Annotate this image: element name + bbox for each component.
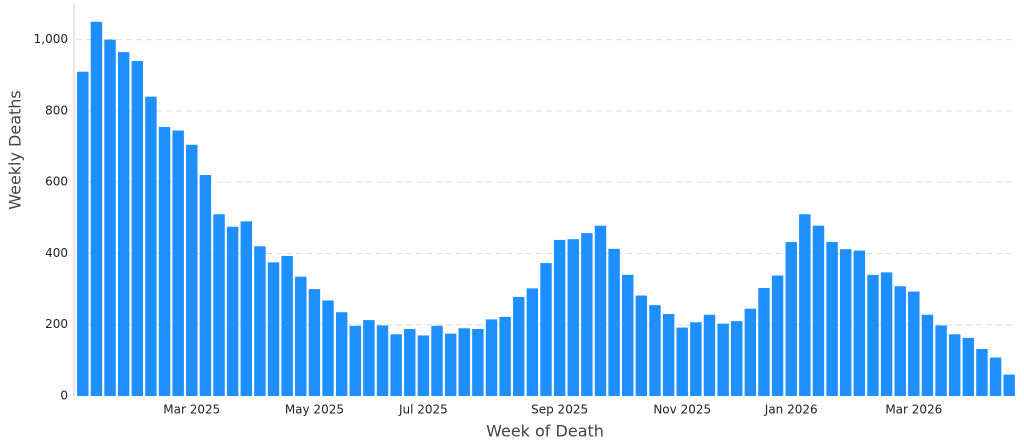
bar	[839, 249, 852, 396]
bar	[295, 276, 307, 396]
y-tick-label: 0	[60, 389, 68, 403]
x-tick-label: Mar 2025	[163, 403, 220, 417]
bar	[785, 242, 797, 396]
bar	[703, 314, 716, 396]
bar	[908, 291, 920, 396]
bar	[499, 316, 511, 396]
x-tick-label: Sep 2025	[531, 403, 588, 417]
bar	[880, 272, 893, 396]
bar	[608, 248, 620, 396]
bar	[744, 308, 757, 396]
x-tick-label: Jul 2025	[398, 403, 448, 417]
bar	[622, 274, 634, 396]
x-tick-label: Jan 2026	[764, 403, 818, 417]
bar	[363, 320, 375, 396]
bar	[472, 329, 484, 396]
bar	[962, 337, 975, 396]
bar	[894, 286, 906, 396]
bar	[513, 296, 525, 396]
bar	[676, 327, 688, 396]
bar	[485, 319, 498, 396]
bar	[199, 175, 212, 396]
bar	[853, 250, 866, 396]
bar	[104, 39, 116, 397]
bar	[158, 126, 171, 396]
bar	[322, 300, 334, 396]
bar	[226, 226, 239, 396]
bar	[172, 130, 184, 396]
bar	[335, 312, 348, 396]
bar	[281, 255, 293, 396]
bar	[186, 144, 198, 396]
bar	[771, 275, 784, 396]
bar	[213, 214, 225, 396]
x-tick-label: May 2025	[285, 403, 344, 417]
bar	[254, 246, 266, 396]
bar	[581, 233, 593, 396]
bar	[826, 242, 838, 396]
bar	[540, 263, 552, 396]
y-tick-label: 200	[45, 317, 68, 331]
y-tick-label: 1,000	[34, 32, 68, 46]
bar	[90, 21, 103, 397]
bar	[117, 52, 130, 396]
x-tick-label: Mar 2026	[885, 403, 942, 417]
bar	[1003, 374, 1015, 396]
y-tick-label: 400	[45, 246, 68, 260]
bar	[458, 328, 470, 396]
bar	[444, 333, 457, 396]
bar	[976, 348, 988, 396]
bar	[417, 335, 430, 396]
bar	[717, 323, 729, 396]
bar	[77, 71, 89, 396]
bar	[662, 314, 675, 396]
bar	[921, 314, 934, 396]
bar	[758, 288, 770, 396]
y-tick-label: 800	[45, 103, 68, 117]
bar	[431, 325, 443, 396]
bar	[799, 214, 811, 396]
bar	[948, 334, 961, 396]
bar	[635, 295, 648, 396]
bar	[690, 322, 702, 396]
bar	[989, 357, 1002, 396]
bar	[390, 334, 402, 396]
bar	[526, 288, 539, 396]
bar	[567, 239, 579, 396]
bar	[594, 225, 607, 396]
bar	[731, 321, 743, 396]
bar	[376, 325, 389, 396]
x-axis-title: Week of Death	[486, 422, 604, 441]
y-tick-label: 600	[45, 175, 68, 189]
bar	[404, 329, 416, 396]
bar	[267, 262, 280, 396]
bar	[349, 325, 361, 396]
bar	[240, 221, 253, 396]
bar	[131, 61, 144, 396]
bar	[308, 289, 321, 396]
bar	[649, 305, 661, 396]
bar	[812, 225, 825, 396]
bar	[145, 96, 157, 397]
bar	[867, 274, 879, 396]
bar	[553, 239, 566, 396]
bar	[935, 325, 947, 396]
x-tick-label: Nov 2025	[653, 403, 711, 417]
y-axis-title: Weekly Deaths	[6, 90, 25, 210]
